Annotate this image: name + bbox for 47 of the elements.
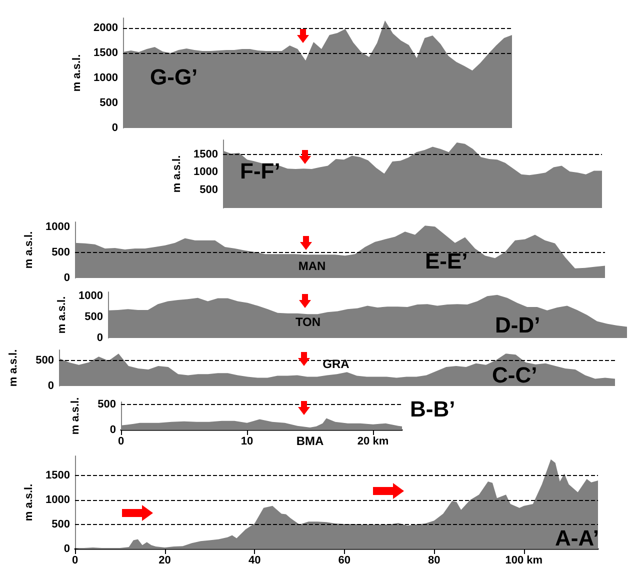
- y-tick-label: 500: [52, 246, 70, 259]
- text: A-A’: [555, 526, 599, 550]
- y-tick-label: 0: [110, 424, 116, 436]
- y-axis-title: m a.s.l.: [8, 349, 20, 387]
- y-tick-label: 0: [112, 122, 118, 134]
- text: D-D’: [495, 312, 540, 338]
- y-tick-label: 500: [52, 518, 70, 531]
- y-tick-label: 1000: [46, 221, 70, 234]
- y-axis-title: m a.s.l.: [23, 231, 36, 269]
- y-tick-label: 1500: [94, 47, 118, 59]
- y-tick-label: 1000: [194, 166, 218, 178]
- x-tick-label: 20 km: [357, 436, 389, 448]
- x-tick-label: 20: [158, 554, 171, 566]
- y-axis-title: m a.s.l.: [70, 397, 82, 435]
- chart-title: B-B’: [410, 396, 456, 422]
- x-tick-label: 100 km: [505, 554, 543, 566]
- y-tick-label: 500: [84, 311, 103, 324]
- y-axis-title: m a.s.l.: [171, 155, 184, 193]
- text: BMA: [296, 434, 324, 448]
- text: E-E’: [425, 248, 468, 274]
- y-tick-label: 0: [64, 543, 70, 555]
- x-tick-label: 60: [338, 554, 350, 566]
- y-tick-label: 1000: [78, 290, 103, 302]
- y-tick-label: 0: [64, 272, 70, 284]
- y-axis-title: m a.s.l.: [71, 54, 84, 92]
- x-tick-label: 10: [240, 436, 254, 448]
- y-tick-label: 2000: [94, 22, 118, 34]
- text: G-G’: [150, 64, 198, 90]
- y-tick-label: 500: [200, 184, 218, 196]
- y-tick-label: 1000: [46, 494, 70, 506]
- x-tick-label: 40: [248, 554, 261, 566]
- y-tick-label: 0: [96, 332, 103, 344]
- y-tick-label: 1500: [194, 148, 218, 160]
- text: C-C’: [492, 362, 538, 388]
- annotation: TON: [295, 315, 321, 329]
- y-tick-label: 1000: [94, 72, 118, 84]
- x-tick-label: 80: [428, 554, 440, 566]
- y-tick-label: 1500: [46, 470, 70, 482]
- y-tick-label: 0: [48, 380, 54, 392]
- x-tick-label: 0: [72, 554, 78, 566]
- y-tick-label: 500: [100, 97, 118, 109]
- annotation: MAN: [298, 259, 326, 273]
- y-axis-title: m a.s.l.: [23, 484, 36, 522]
- y-tick-label: 500: [98, 398, 116, 411]
- y-axis-title: m a.s.l.: [56, 296, 68, 334]
- y-tick-label: 500: [36, 354, 54, 366]
- text: F-F’: [240, 158, 280, 184]
